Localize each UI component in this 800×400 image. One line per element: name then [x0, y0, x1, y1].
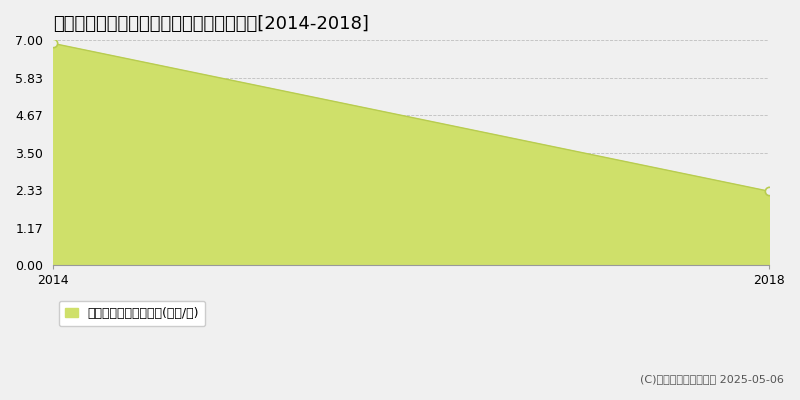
Text: 会津若松市北会津町今和泉　住宅価格推移[2014-2018]: 会津若松市北会津町今和泉 住宅価格推移[2014-2018] — [53, 15, 369, 33]
Legend: 住宅価格　平均坪単価(万円/坪): 住宅価格 平均坪単価(万円/坪) — [59, 301, 206, 326]
Text: (C)土地価格ドットコム 2025-05-06: (C)土地価格ドットコム 2025-05-06 — [640, 374, 784, 384]
